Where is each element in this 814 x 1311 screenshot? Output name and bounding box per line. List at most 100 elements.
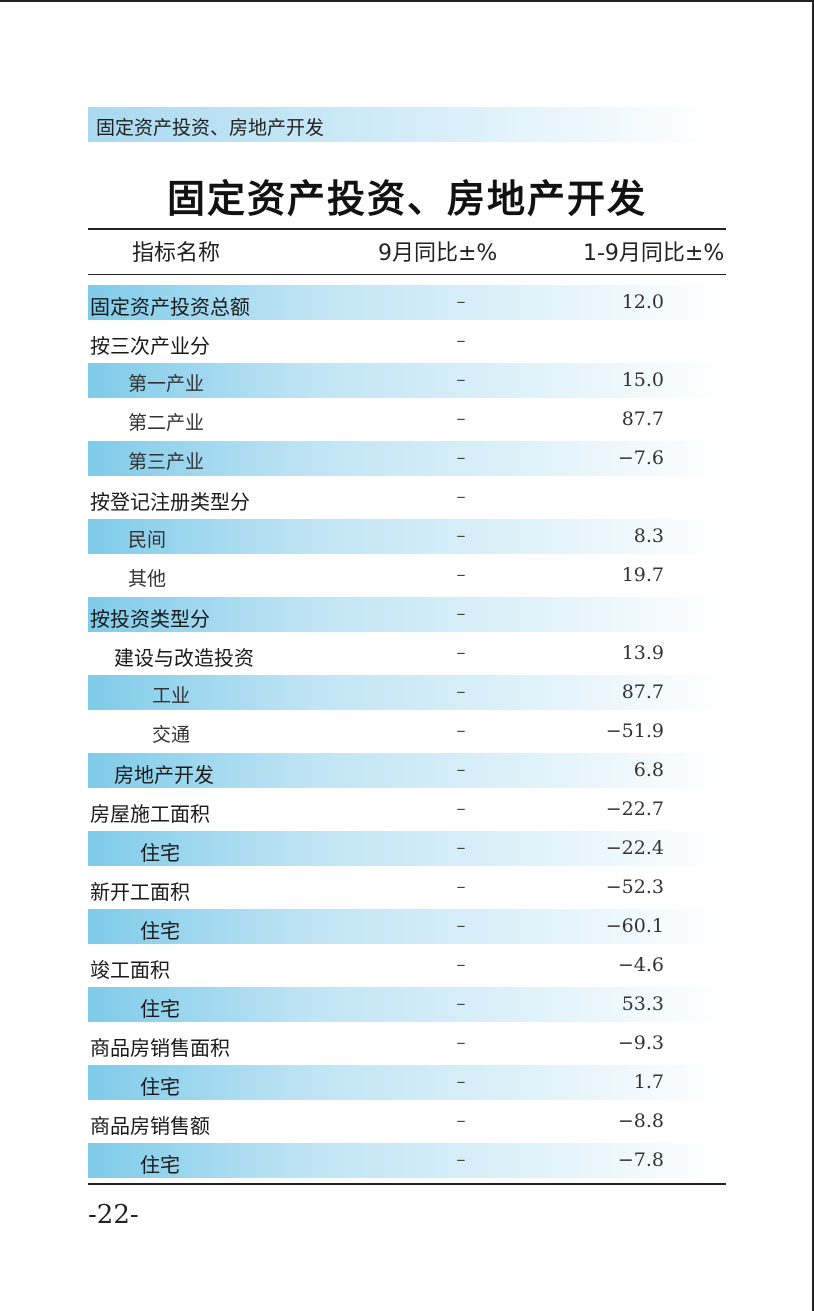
row-name: 房屋施工面积 <box>90 802 210 826</box>
column-header-ytd: 1-9月同比±% <box>583 241 725 266</box>
table-header-rule <box>88 274 726 275</box>
page-frame-right <box>812 0 814 1311</box>
row-name: 交通 <box>152 724 191 746</box>
table-row: 按登记注册类型分 – <box>88 479 726 518</box>
table-row: 住宅 – −7.8 <box>88 1142 726 1181</box>
row-sept-value: – <box>456 525 466 546</box>
row-name: 住宅 <box>140 919 180 943</box>
table-row: 工业 – 87.7 <box>88 674 726 713</box>
row-ytd-value: −7.6 <box>617 447 664 469</box>
row-name: 按投资类型分 <box>90 607 210 631</box>
row-name: 工业 <box>152 685 191 707</box>
row-ytd-value: 8.3 <box>633 525 664 547</box>
row-name: 建设与改造投资 <box>114 646 254 670</box>
row-sept-value: – <box>456 603 466 624</box>
column-header-name: 指标名称 <box>132 241 221 266</box>
row-name: 住宅 <box>140 841 180 865</box>
row-name: 新开工面积 <box>90 880 190 904</box>
table-row: 固定资产投资总额 – 12.0 <box>88 284 726 323</box>
table-row: 按投资类型分 – <box>88 596 726 635</box>
row-sept-value: – <box>456 330 466 351</box>
row-name: 商品房销售额 <box>90 1114 210 1138</box>
row-sept-value: – <box>456 720 466 741</box>
row-ytd-value: −4.6 <box>617 954 664 976</box>
row-ytd-value: −8.8 <box>617 1110 664 1132</box>
row-name: 按登记注册类型分 <box>90 490 250 514</box>
row-sept-value: – <box>456 1110 466 1131</box>
table-row: 住宅 – 53.3 <box>88 986 726 1025</box>
row-ytd-value: −51.9 <box>605 720 664 742</box>
row-name: 固定资产投资总额 <box>90 295 250 319</box>
page-frame-top <box>0 0 814 2</box>
row-sept-value: – <box>456 1071 466 1092</box>
row-sept-value: – <box>456 837 466 858</box>
row-name: 第三产业 <box>128 451 205 473</box>
row-name: 房地产开发 <box>114 763 214 787</box>
row-sept-value: – <box>456 408 466 429</box>
table-row: 商品房销售面积 – −9.3 <box>88 1025 726 1064</box>
row-ytd-value: −60.1 <box>605 915 664 937</box>
row-sept-value: – <box>456 642 466 663</box>
column-header-sept: 9月同比±% <box>378 241 498 266</box>
row-name: 第一产业 <box>128 373 205 395</box>
row-sept-value: – <box>456 759 466 780</box>
row-ytd-value: 19.7 <box>621 564 664 586</box>
row-sept-value: – <box>456 291 466 312</box>
table-top-rule <box>88 228 726 230</box>
page-number: -22- <box>88 1200 139 1230</box>
row-sept-value: – <box>456 798 466 819</box>
row-ytd-value: 1.7 <box>633 1071 664 1093</box>
row-name: 住宅 <box>140 1153 180 1177</box>
section-banner: 固定资产投资、房地产开发 <box>88 107 710 142</box>
row-name: 按三次产业分 <box>90 334 210 358</box>
row-name: 商品房销售面积 <box>90 1036 230 1060</box>
row-ytd-value: −7.8 <box>617 1149 664 1171</box>
table-row: 房屋施工面积 – −22.7 <box>88 791 726 830</box>
table-row: 民间 – 8.3 <box>88 518 726 557</box>
row-sept-value: – <box>456 1149 466 1170</box>
page-title: 固定资产投资、房地产开发 <box>166 176 647 221</box>
table-row: 其他 – 19.7 <box>88 557 726 596</box>
row-sept-value: – <box>456 876 466 897</box>
row-ytd-value: 15.0 <box>621 369 664 391</box>
table-row: 竣工面积 – −4.6 <box>88 947 726 986</box>
row-sept-value: – <box>456 564 466 585</box>
row-sept-value: – <box>456 915 466 936</box>
table-row: 建设与改造投资 – 13.9 <box>88 635 726 674</box>
row-ytd-value: 87.7 <box>621 408 664 430</box>
row-sept-value: – <box>456 369 466 390</box>
table-row: 新开工面积 – −52.3 <box>88 869 726 908</box>
row-sept-value: – <box>456 993 466 1014</box>
row-sept-value: – <box>456 1032 466 1053</box>
table-row: 按三次产业分 – <box>88 323 726 362</box>
row-sept-value: – <box>456 681 466 702</box>
table-row: 住宅 – −60.1 <box>88 908 726 947</box>
table-row: 第三产业 – −7.6 <box>88 440 726 479</box>
row-name: 其他 <box>128 568 167 590</box>
table-row: 第二产业 – 87.7 <box>88 401 726 440</box>
row-name: 第二产业 <box>128 412 205 434</box>
table-bottom-rule <box>88 1183 726 1185</box>
row-name: 民间 <box>128 529 167 551</box>
row-sept-value: – <box>456 447 466 468</box>
row-name: 住宅 <box>140 997 180 1021</box>
row-ytd-value: 87.7 <box>621 681 664 703</box>
row-sept-value: – <box>456 486 466 507</box>
row-ytd-value: −22.7 <box>605 798 664 820</box>
section-banner-text: 固定资产投资、房地产开发 <box>96 117 325 139</box>
table-row: 商品房销售额 – −8.8 <box>88 1103 726 1142</box>
row-sept-value: – <box>456 954 466 975</box>
data-table: 固定资产投资总额 – 12.0 按三次产业分 – 第一产业 – 15.0 第二产… <box>88 284 726 1181</box>
row-name: 竣工面积 <box>90 958 170 982</box>
row-ytd-value: 13.9 <box>621 642 664 664</box>
row-ytd-value: 6.8 <box>633 759 664 781</box>
table-row: 住宅 – −22.4 <box>88 830 726 869</box>
table-row: 交通 – −51.9 <box>88 713 726 752</box>
row-ytd-value: 53.3 <box>621 993 664 1015</box>
table-row: 第一产业 – 15.0 <box>88 362 726 401</box>
table-row: 房地产开发 – 6.8 <box>88 752 726 791</box>
row-ytd-value: −22.4 <box>605 837 664 859</box>
row-name: 住宅 <box>140 1075 180 1099</box>
table-row: 住宅 – 1.7 <box>88 1064 726 1103</box>
row-ytd-value: −52.3 <box>605 876 664 898</box>
